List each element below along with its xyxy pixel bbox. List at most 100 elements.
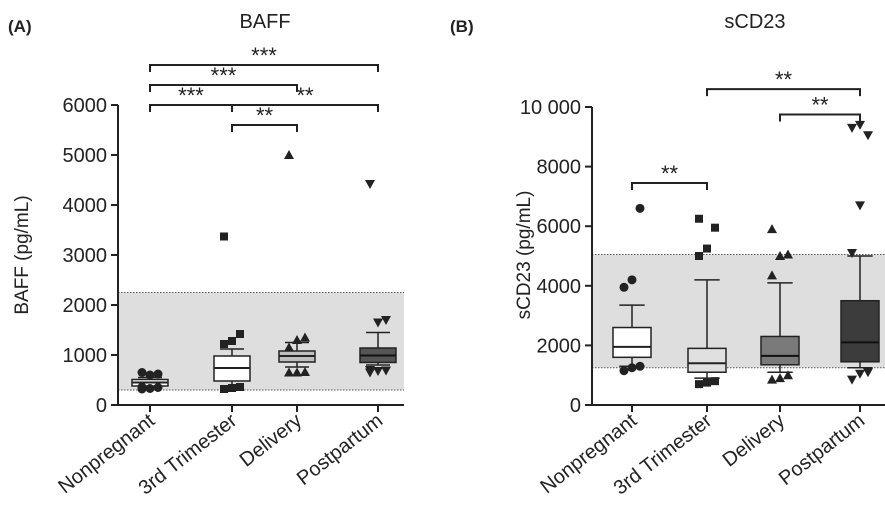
panel-b-y-tick-label: 4000 — [537, 276, 582, 298]
panel-b-significance-bracket — [631, 181, 708, 190]
panel-a-outlier-point — [373, 318, 383, 328]
panel-a-outlier-point — [381, 366, 391, 376]
panel-a-y-axis-label: BAFF (pg/mL) — [12, 195, 33, 314]
panel-b-x-tick-label: Delivery — [719, 410, 789, 472]
panel-a-outlier-point — [300, 332, 310, 342]
panel-a-y-tick-label: 0 — [96, 395, 107, 417]
panel-a-title: BAFF — [239, 11, 290, 33]
panel-b-box — [840, 299, 880, 363]
panel-a-outlier-point — [292, 367, 302, 377]
panel-a-outlier-point — [236, 330, 244, 338]
panel-a-significance-label: *** — [211, 63, 237, 88]
panel-b-y-tick-label: 0 — [570, 395, 581, 417]
panel-b-outlier-point — [775, 373, 785, 383]
panel-b-outlier-point — [863, 131, 873, 141]
panel-b-significance-bracket — [706, 88, 861, 97]
panel-a-outlier-point — [365, 180, 375, 189]
panel-b-y-axis-label: sCD23 (pg/mL) — [514, 191, 535, 320]
panel-a-outlier-point — [373, 367, 383, 376]
panel-b-outlier-point — [863, 368, 873, 378]
panel-b-outlier-point — [847, 249, 857, 259]
panel-a-plot-area: 0100020003000400050006000Nonpregnant3rd … — [54, 43, 404, 499]
panel-a-significance-bracket — [149, 84, 298, 92]
panel-a-y-tick-label: 1000 — [63, 345, 108, 367]
panel-b-outlier-point — [703, 378, 711, 387]
panel-a-y-tick-label: 2000 — [63, 295, 108, 317]
panel-a-significance-bracket — [231, 104, 379, 112]
panel-a-outlier-point — [145, 384, 155, 393]
panel-a-x-tick-label: Delivery — [236, 410, 306, 472]
panel-b-label: (B) — [450, 17, 474, 36]
panel-a-outlier-point — [220, 340, 228, 348]
panel-b-significance-label: ** — [775, 67, 793, 92]
panel-b-outlier-point — [847, 123, 857, 133]
panel-b-significance-label: ** — [811, 92, 829, 117]
panel-a-y-tick-label: 3000 — [63, 245, 108, 267]
panel-b-outlier-point — [767, 374, 777, 384]
panel-b-outlier-point — [635, 203, 645, 213]
panel-a-y-tick-label: 4000 — [63, 195, 108, 217]
panel-a-significance-label: ** — [296, 83, 314, 108]
panel-b-y-tick-label: 2000 — [537, 335, 582, 357]
panel-b-y-tick-label: 8000 — [537, 157, 582, 179]
panel-b-title: sCD23 — [724, 11, 785, 33]
panel-b-outlier-point — [775, 251, 785, 260]
panel-b-significance-label: ** — [661, 161, 679, 186]
panel-a-outlier-point — [137, 368, 147, 377]
panel-b-significance-bracket — [779, 113, 861, 122]
panel-b-outlier-point — [711, 377, 719, 386]
panel-b-box — [612, 326, 652, 359]
panel-a-outlier-point — [228, 384, 236, 392]
panel-a-outlier-point — [284, 367, 294, 377]
panel-a-significance-label: *** — [178, 83, 204, 108]
panel-b-outlier-point — [627, 275, 637, 285]
panel-a-outlier-point — [292, 335, 302, 344]
panel-a-outlier-point — [137, 382, 147, 392]
panel-b-outlier-point — [855, 120, 865, 130]
panel-a-significance-bracket — [231, 124, 298, 132]
panel-b-outlier-point — [695, 214, 703, 223]
panel-b-outlier-point — [783, 249, 793, 259]
panel-a: (A) BAFF BAFF (pg/mL) 0 1000 2000 3000 4000 5… — [8, 11, 404, 499]
panel-a-reference-band — [118, 292, 404, 390]
panel-a-significance-label: *** — [251, 43, 277, 68]
panel-b-x-tick-label: Postpartum — [775, 410, 869, 490]
panel-a-outlier-point — [145, 370, 155, 380]
panel-a-x-tick-label: Postpartum — [293, 410, 387, 490]
panel-a-outlier-point — [284, 150, 294, 159]
panel-b-outlier-point — [635, 361, 645, 371]
panel-b-outlier-point — [767, 270, 777, 280]
panel-a-outlier-point — [153, 369, 163, 379]
panel-b-box — [760, 335, 800, 366]
panel-b-outlier-point — [695, 380, 703, 389]
panel-a-y-tick-label: 6000 — [63, 95, 108, 117]
panel-b-outlier-point — [619, 366, 629, 376]
panel-a-label: (A) — [8, 17, 32, 36]
panel-a-outlier-point — [153, 383, 163, 392]
panel-b-y-tick-label: 6000 — [537, 216, 582, 238]
panel-b-outlier-point — [855, 369, 865, 379]
panel-b-outlier-point — [855, 201, 865, 211]
panel-a-outlier-point — [220, 232, 228, 241]
panel-b-outlier-point — [695, 252, 703, 260]
panel-b: (B) sCD23 sCD23 (pg/mL) 0 2000 4000 6000 800… — [450, 11, 885, 499]
panel-b-outlier-point — [703, 244, 711, 253]
panel-b-outlier-point — [847, 375, 857, 385]
panel-a-outlier-point — [228, 337, 236, 345]
panel-b-outlier-point — [627, 363, 637, 373]
panel-a-outlier-point — [284, 342, 294, 352]
panel-b-box — [687, 347, 727, 373]
panel-a-outlier-point — [236, 383, 244, 391]
panel-a-outlier-point — [381, 316, 391, 325]
panel-a-significance-bracket — [149, 64, 379, 72]
panel-a-outlier-point — [300, 367, 310, 376]
panel-b-outlier-point — [619, 282, 629, 292]
panel-a-y-tick-label: 5000 — [63, 145, 108, 167]
panel-b-outlier-point — [783, 370, 793, 380]
panel-a-outlier-point — [365, 366, 375, 375]
panel-b-outlier-point — [711, 223, 719, 232]
panel-b-outlier-point — [767, 224, 777, 234]
panel-a-outlier-point — [220, 385, 228, 393]
